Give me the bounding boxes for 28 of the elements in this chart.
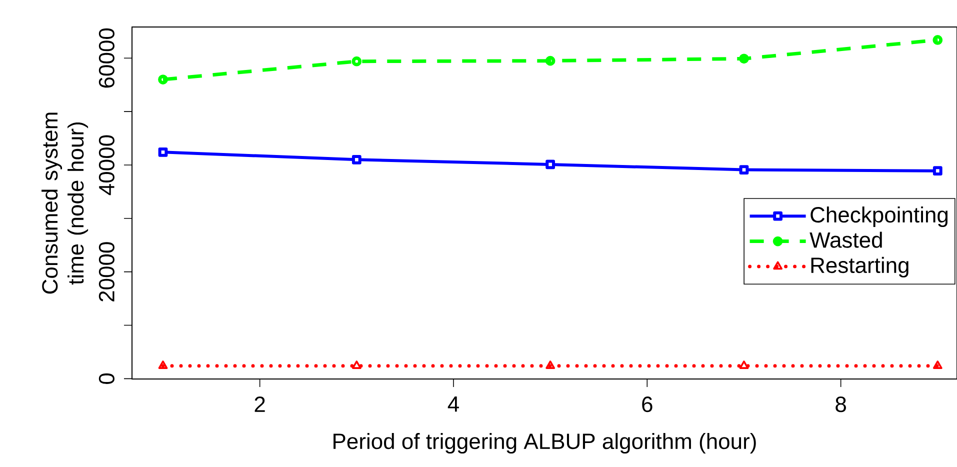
point	[546, 160, 556, 170]
y-tick-label: 60000	[98, 28, 114, 88]
point	[932, 35, 943, 45]
point	[932, 166, 942, 176]
x-tick-label: 2	[254, 396, 265, 412]
y-axis-title: Consumed system time (node hour)	[42, 112, 88, 294]
point	[158, 74, 168, 84]
y-tick-label: 40000	[98, 135, 114, 196]
point	[158, 360, 168, 369]
point	[545, 56, 556, 66]
point	[739, 360, 749, 369]
point	[158, 147, 168, 157]
legend-label: Wasted	[810, 232, 882, 248]
x-tick-label: 4	[448, 396, 459, 412]
y-tick-label: 0	[98, 373, 114, 384]
legend-label: Restarting	[811, 256, 908, 278]
point	[546, 360, 556, 369]
point	[352, 154, 362, 164]
point	[352, 360, 362, 369]
x-tick-label: 8	[836, 396, 846, 412]
point	[352, 56, 362, 66]
legend-label: Checkpointing	[810, 206, 948, 227]
point	[739, 54, 749, 64]
point	[739, 165, 749, 174]
x-axis-title: Period of triggering ALBUP algorithm (hour)	[334, 432, 756, 454]
x-tick-label: 6	[642, 396, 652, 412]
point	[932, 360, 942, 369]
y-tick-label: 20000	[98, 242, 114, 302]
